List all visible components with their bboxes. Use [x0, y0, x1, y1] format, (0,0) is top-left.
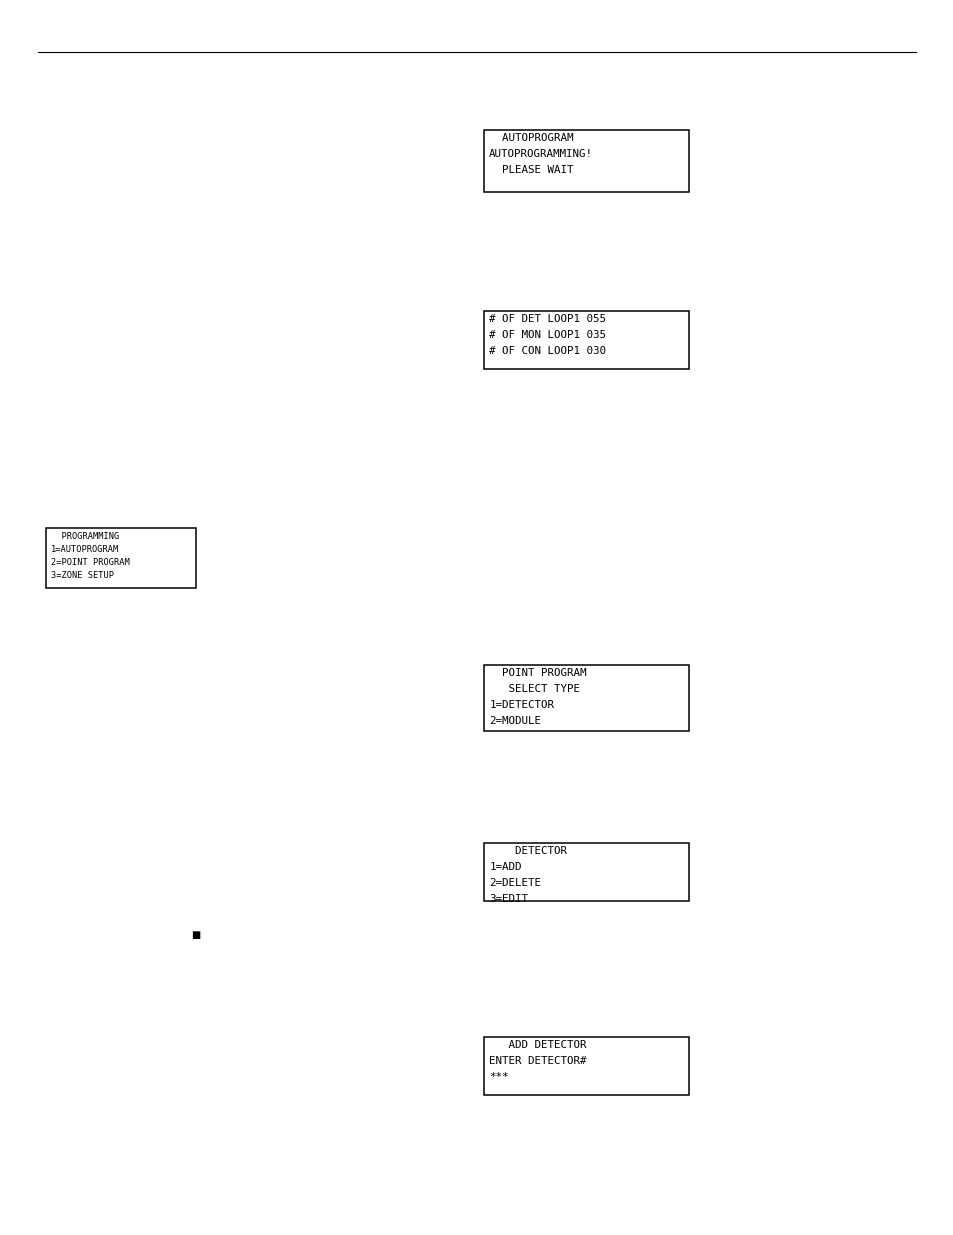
Text: ENTER DETECTOR#: ENTER DETECTOR#: [489, 1056, 586, 1066]
Bar: [484, 844, 688, 900]
Text: 3=EDIT: 3=EDIT: [489, 894, 528, 904]
Text: POINT PROGRAM: POINT PROGRAM: [489, 668, 586, 678]
Text: # OF CON LOOP1 030: # OF CON LOOP1 030: [489, 346, 605, 356]
Bar: [484, 130, 688, 191]
Text: 2=MODULE: 2=MODULE: [489, 716, 540, 726]
Text: # OF MON LOOP1 035: # OF MON LOOP1 035: [489, 330, 605, 340]
Text: 2=POINT PROGRAM: 2=POINT PROGRAM: [51, 558, 130, 567]
Text: 1=AUTOPROGRAM: 1=AUTOPROGRAM: [51, 545, 119, 553]
Bar: [484, 311, 688, 368]
Text: ADD DETECTOR: ADD DETECTOR: [489, 1040, 586, 1050]
Text: 2=DELETE: 2=DELETE: [489, 878, 540, 888]
Text: AUTOPROGRAM: AUTOPROGRAM: [489, 133, 573, 143]
Text: 1=DETECTOR: 1=DETECTOR: [489, 700, 554, 710]
Bar: [484, 664, 688, 731]
Text: PROGRAMMING: PROGRAMMING: [51, 532, 119, 541]
Text: 1=ADD: 1=ADD: [489, 862, 521, 872]
Text: ***: ***: [489, 1072, 508, 1082]
Text: # OF DET LOOP1 055: # OF DET LOOP1 055: [489, 314, 605, 324]
Bar: [484, 1037, 688, 1094]
Bar: [46, 529, 196, 588]
Text: AUTOPROGRAMMING!: AUTOPROGRAMMING!: [489, 149, 593, 159]
Text: ■: ■: [191, 930, 200, 940]
Text: SELECT TYPE: SELECT TYPE: [489, 684, 579, 694]
Text: PLEASE WAIT: PLEASE WAIT: [489, 165, 573, 175]
Text: DETECTOR: DETECTOR: [489, 846, 567, 856]
Text: 3=ZONE SETUP: 3=ZONE SETUP: [51, 571, 114, 579]
